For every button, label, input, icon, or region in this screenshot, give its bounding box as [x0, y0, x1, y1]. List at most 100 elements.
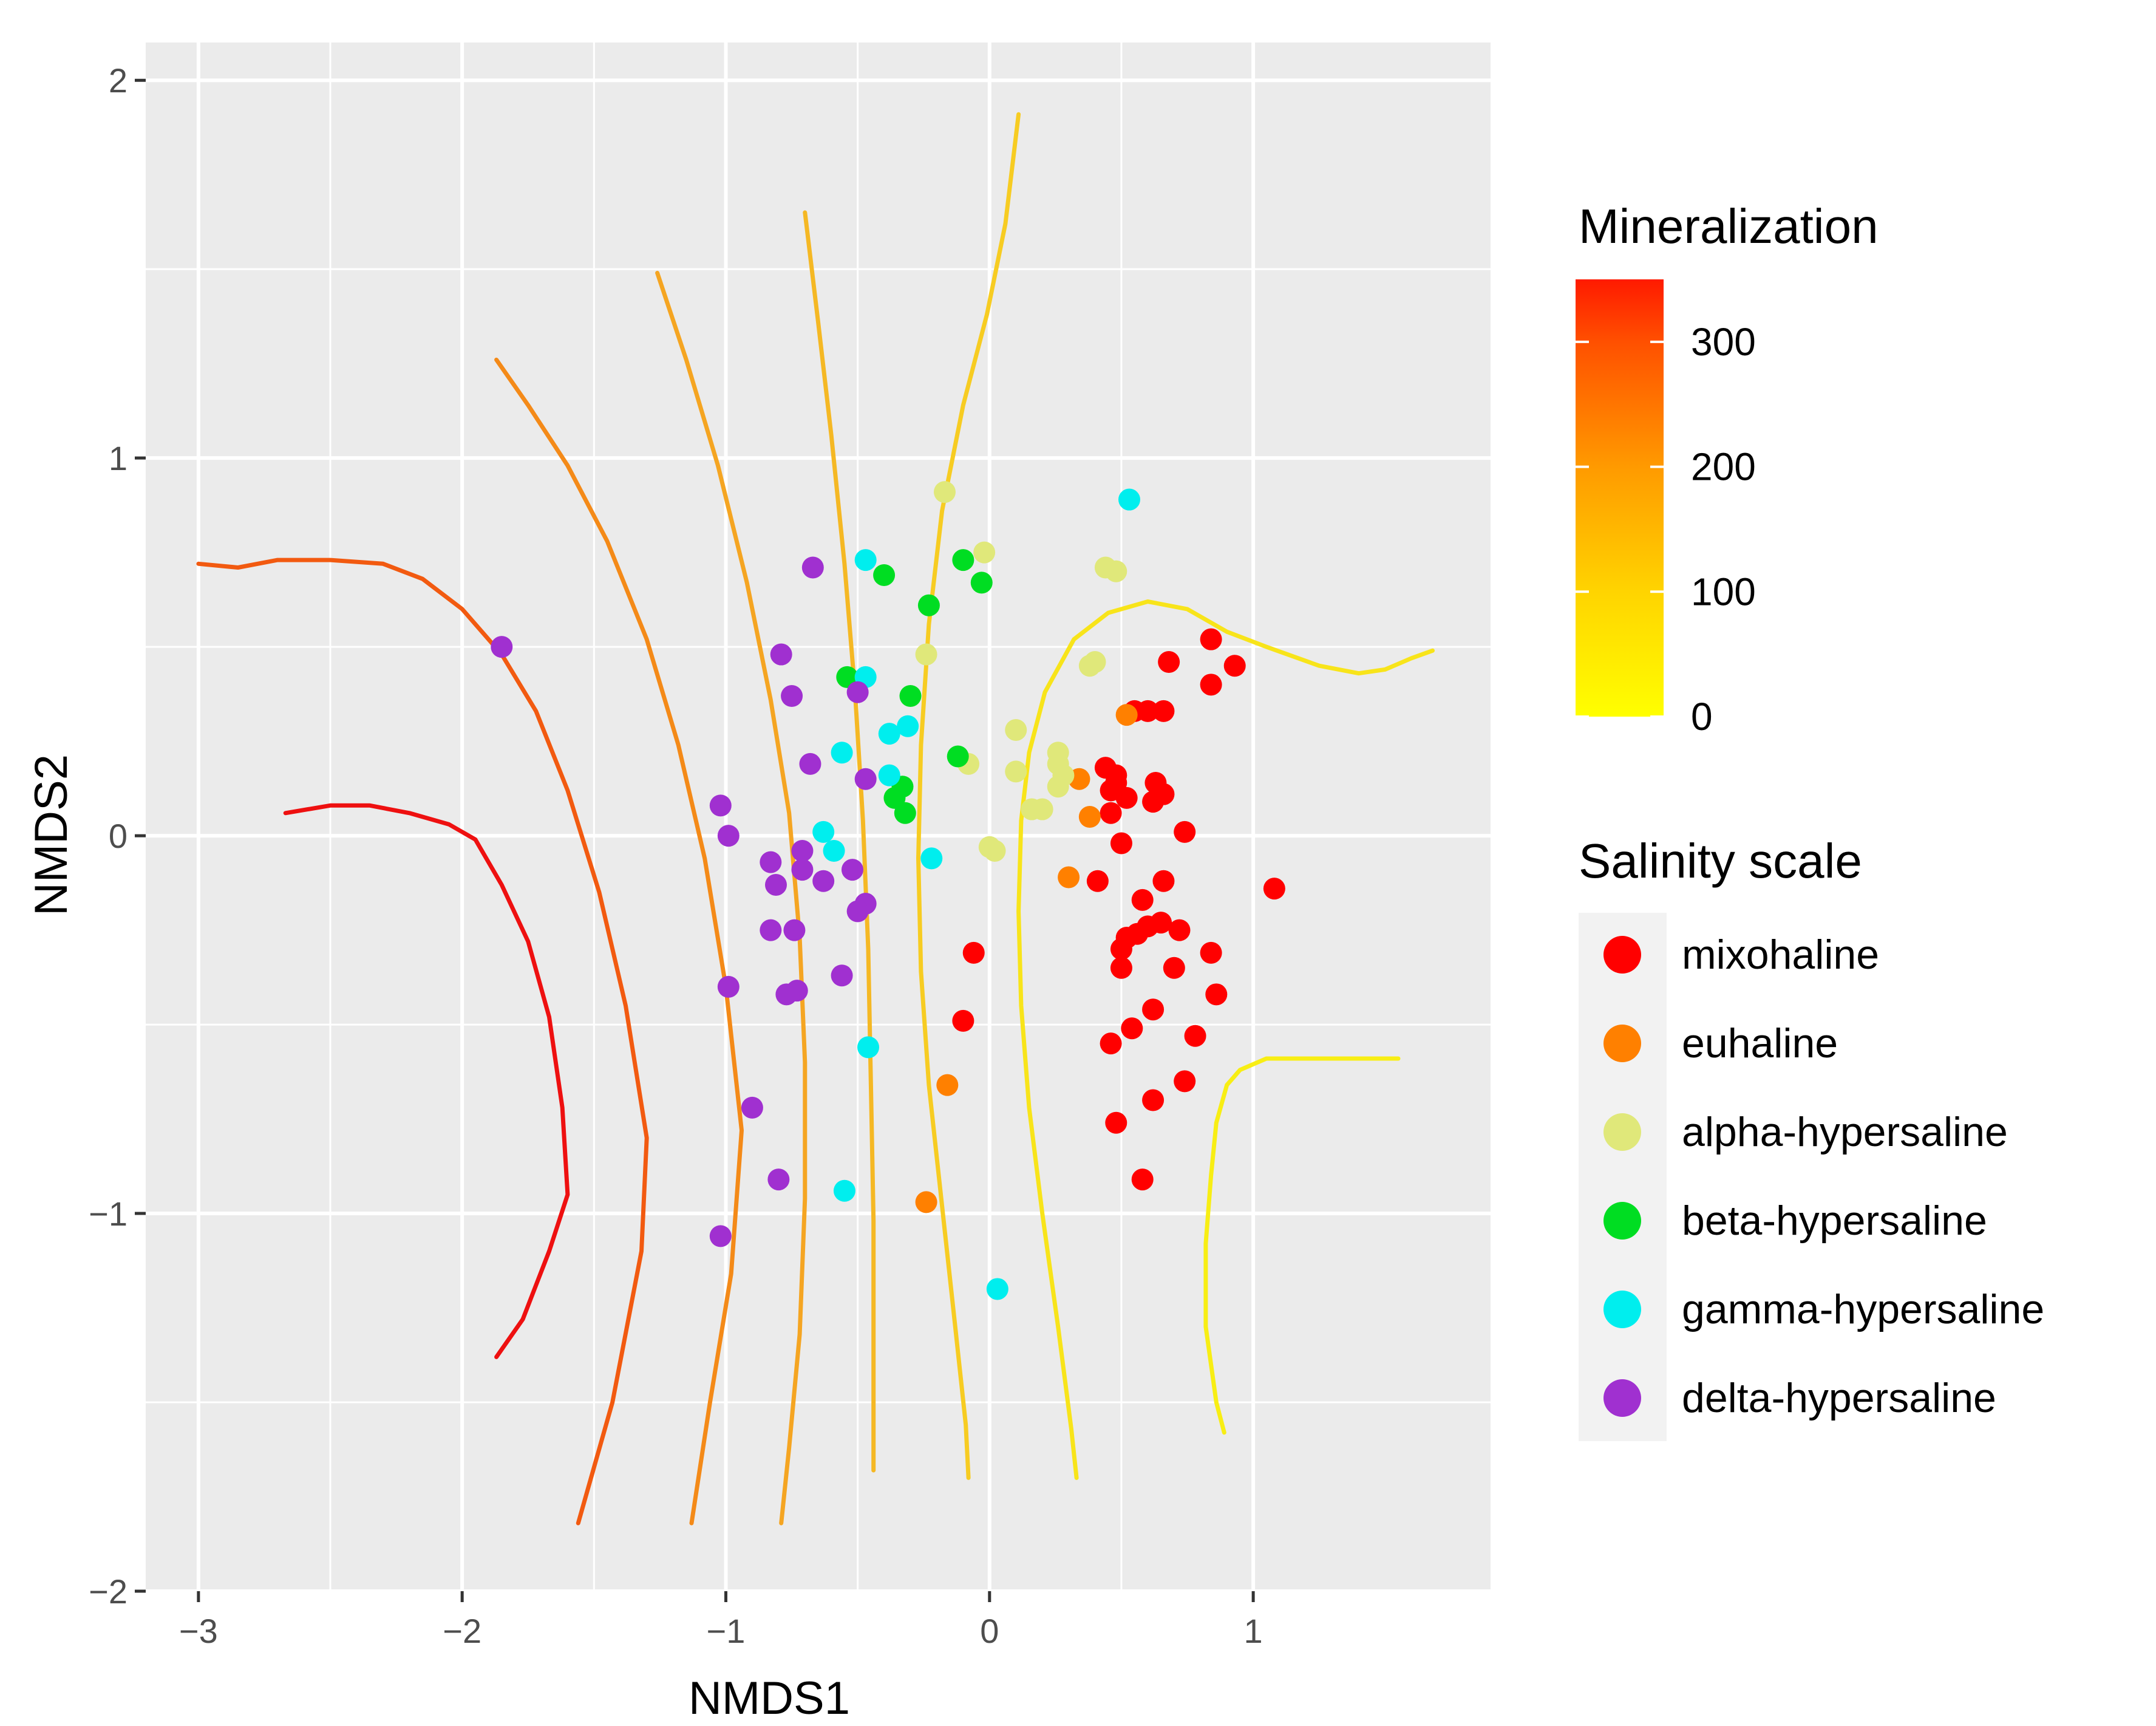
y-axis-title: NMDS2 — [26, 754, 77, 916]
point-mixohaline — [1184, 1025, 1206, 1047]
legend-label-euhaline: euhaline — [1682, 1020, 1838, 1066]
point-beta — [952, 549, 974, 571]
point-delta — [760, 851, 782, 873]
legend-label-beta: beta-hypersaline — [1682, 1198, 1987, 1244]
legend-key-alpha — [1603, 1113, 1641, 1151]
legend-label-alpha: alpha-hypersaline — [1682, 1109, 2008, 1155]
point-gamma — [854, 549, 877, 571]
y-tick-label: 1 — [109, 439, 128, 477]
point-euhaline — [1078, 806, 1101, 828]
point-delta — [846, 900, 869, 923]
point-mixohaline — [1174, 820, 1196, 843]
point-delta — [831, 964, 853, 987]
legend-key-euhaline — [1603, 1025, 1641, 1062]
contour-line-290 — [196, 558, 649, 1526]
point-mixohaline — [1223, 655, 1246, 677]
x-axis-title: NMDS1 — [689, 1673, 850, 1724]
point-mixohaline — [1263, 878, 1285, 900]
legend-key-gamma — [1603, 1291, 1641, 1328]
point-delta — [709, 794, 732, 817]
point-mixohaline — [1131, 889, 1154, 911]
point-mixohaline — [1158, 651, 1180, 673]
point-delta — [709, 1225, 732, 1247]
point-delta — [841, 859, 863, 881]
point-mixohaline — [1168, 919, 1191, 941]
point-delta — [781, 684, 803, 707]
point-euhaline — [1058, 866, 1080, 889]
point-mixohaline — [1163, 957, 1185, 979]
point-delta — [812, 870, 835, 892]
x-tick-label: −3 — [179, 1612, 218, 1650]
contour-line-20 — [1203, 1056, 1401, 1435]
point-delta — [765, 873, 787, 896]
point-alpha — [1084, 651, 1106, 673]
y-tick-label: 2 — [109, 61, 128, 100]
point-beta — [917, 594, 940, 616]
x-tick-label: 0 — [980, 1612, 999, 1650]
point-delta — [767, 1168, 790, 1191]
point-mixohaline — [1174, 1070, 1196, 1093]
legend-label-mixohaline: mixohaline — [1682, 932, 1879, 978]
point-delta — [846, 681, 869, 703]
point-delta — [791, 859, 814, 881]
point-mixohaline — [1110, 957, 1132, 979]
contour-line-30 — [1016, 599, 1435, 1480]
point-mixohaline — [1137, 700, 1159, 722]
point-delta — [791, 839, 814, 862]
point-delta — [717, 975, 740, 998]
point-euhaline — [936, 1074, 959, 1096]
point-mixohaline — [1150, 912, 1172, 934]
colorbar-tick-label: 100 — [1691, 570, 1756, 613]
point-gamma — [878, 723, 900, 745]
point-mixohaline — [1086, 870, 1109, 892]
point-mixohaline — [1100, 1032, 1122, 1055]
point-euhaline — [1115, 704, 1138, 726]
contour-line-240 — [494, 357, 744, 1526]
point-mixohaline — [1110, 938, 1132, 960]
point-delta — [786, 980, 808, 1002]
point-mixohaline — [1200, 941, 1222, 964]
colorbar-tick-label: 200 — [1691, 445, 1756, 489]
point-beta — [947, 745, 969, 768]
point-gamma — [1118, 488, 1140, 511]
axes: −3 −2 −1 0 1 −2 −1 0 1 2 — [89, 61, 1263, 1650]
point-alpha — [915, 643, 937, 666]
point-euhaline — [915, 1191, 937, 1213]
colorbar-ticks: 0 100 200 300 — [1576, 320, 1756, 738]
salinity-legend: Salinity scale mixohaline euhaline alpha-h… — [1579, 834, 2044, 1441]
colorbar-tick-label: 300 — [1691, 320, 1756, 364]
point-delta — [770, 643, 792, 666]
legend-label-delta: delta-hypersaline — [1682, 1375, 1996, 1421]
data-points — [491, 481, 1285, 1300]
point-mixohaline — [1200, 628, 1222, 650]
point-gamma — [878, 764, 900, 786]
point-mixohaline — [1200, 674, 1222, 696]
point-mixohaline — [962, 941, 985, 964]
point-mixohaline — [1100, 802, 1122, 824]
point-mixohaline — [1121, 1017, 1143, 1040]
point-delta — [854, 768, 877, 790]
legend-label-gamma: gamma-hypersaline — [1682, 1286, 2044, 1332]
point-alpha — [1052, 764, 1075, 786]
point-delta — [491, 636, 513, 658]
colorbar-legend: Mineralization 0 100 200 300 — [1576, 199, 1879, 738]
contour-line-90 — [916, 112, 1021, 1480]
point-delta — [799, 752, 821, 775]
colorbar-title: Mineralization — [1579, 199, 1879, 253]
point-gamma — [833, 1179, 855, 1202]
point-mixohaline — [1152, 700, 1175, 722]
point-gamma — [831, 742, 853, 764]
colorbar-tick-label: 0 — [1691, 695, 1713, 738]
point-gamma — [857, 1036, 880, 1059]
point-gamma — [823, 839, 845, 862]
point-alpha — [984, 839, 1006, 862]
point-gamma — [812, 820, 835, 843]
salinity-legend-entries: mixohaline euhaline alpha-hypersaline beta-… — [1603, 932, 2044, 1421]
point-beta — [899, 684, 922, 707]
legend-key-beta — [1603, 1202, 1641, 1240]
point-delta — [801, 556, 824, 579]
point-delta — [741, 1096, 763, 1119]
colorbar-gradient — [1576, 279, 1664, 717]
x-tick-label: −2 — [443, 1612, 481, 1650]
